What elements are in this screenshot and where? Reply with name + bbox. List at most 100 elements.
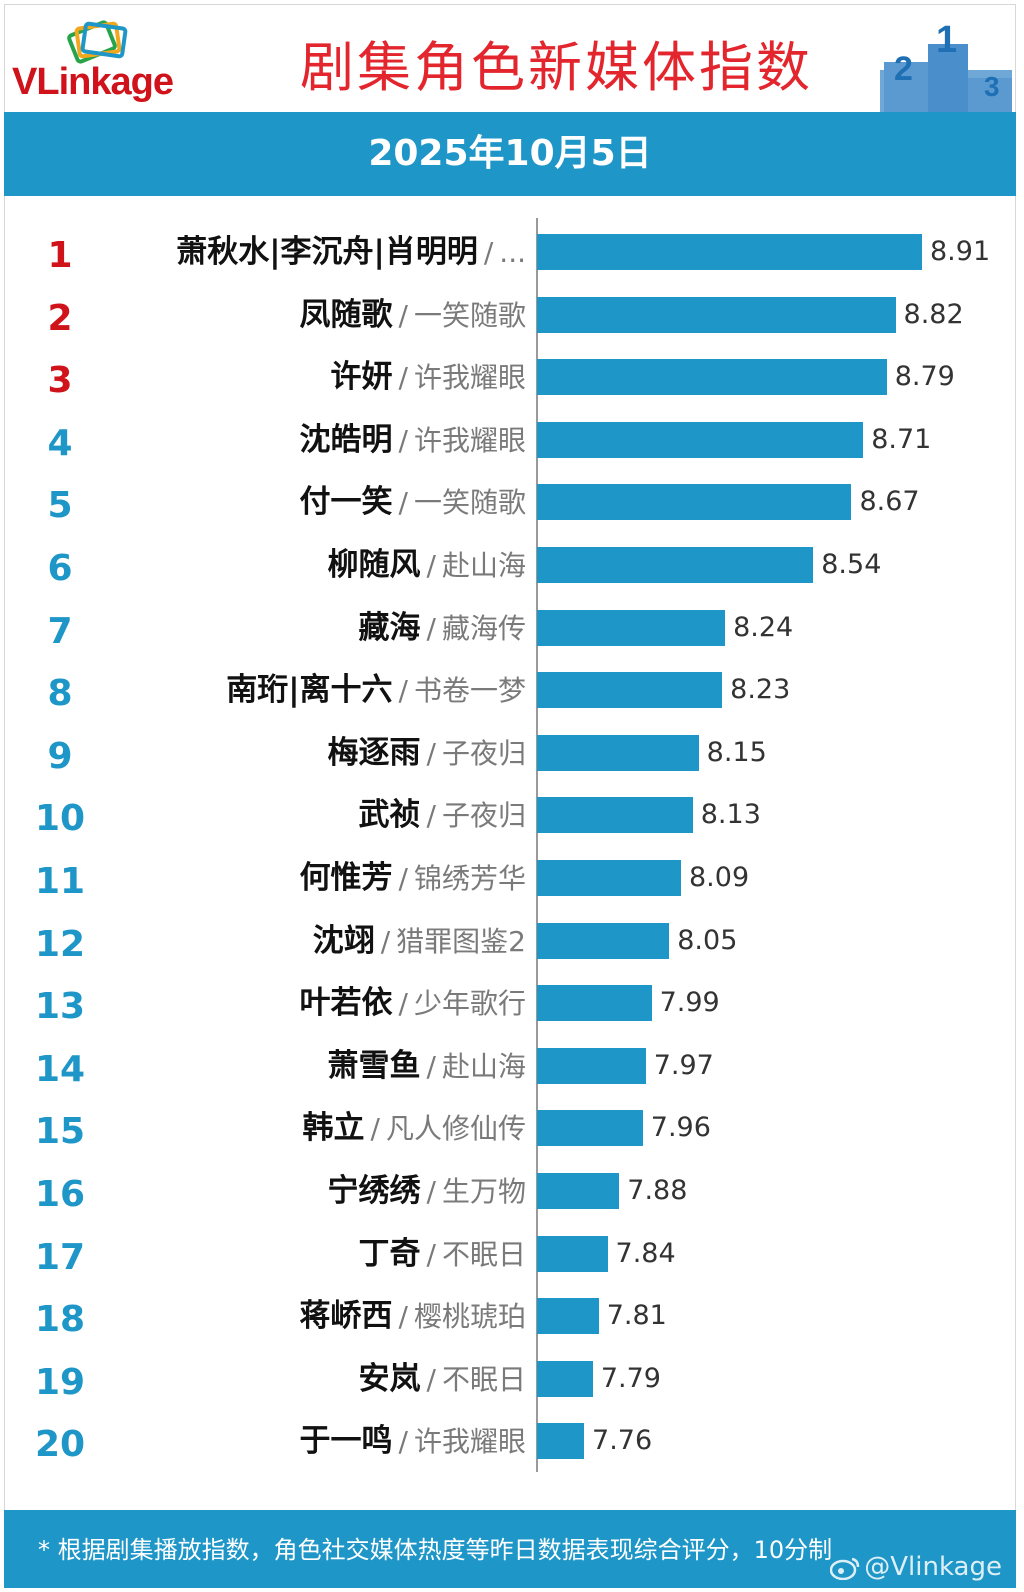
show-title: 一笑随歌 <box>413 486 526 520</box>
show-title: 书卷一梦 <box>413 674 526 708</box>
bar <box>537 609 726 646</box>
logo-cards-icon <box>67 20 128 64</box>
rank-number: 15 <box>34 1111 86 1153</box>
value-label: 8.79 <box>894 361 955 393</box>
character-name: 柳随风 <box>327 547 421 583</box>
logo-text: VLinkage <box>12 61 174 103</box>
character-name: 蒋峤西 <box>299 1298 393 1335</box>
value-label: 7.79 <box>600 1362 661 1394</box>
rank-number: 18 <box>34 1299 86 1341</box>
category-label: 蒋峤西 / 樱桃琥珀 <box>300 1286 526 1351</box>
bar <box>537 234 922 270</box>
category-label: 丁奇 / 不眠日 <box>359 1224 526 1289</box>
category-label: 萧雪鱼 / 赴山海 <box>328 1036 526 1101</box>
chart-row: 3 许妍 / 许我耀眼 8.79 <box>0 347 1024 407</box>
label-separator: / <box>380 924 391 958</box>
label-separator: / <box>398 674 408 708</box>
show-title: 不眠日 <box>441 1362 526 1396</box>
category-label: 藏海 / 藏海传 <box>359 598 526 663</box>
rank-number: 5 <box>47 485 73 527</box>
label-separator: / <box>426 1049 436 1083</box>
value-label: 7.97 <box>653 1049 714 1081</box>
character-name: 付一笑 <box>299 484 393 521</box>
label-separator: / <box>426 736 436 770</box>
label-separator: / <box>398 423 408 457</box>
rank-number: 20 <box>34 1424 86 1466</box>
chart-row: 2 凤随歌 / 一笑随歌 8.82 <box>0 285 1024 345</box>
chart-row: 17 丁奇 / 不眠日 7.84 <box>0 1224 1024 1284</box>
category-label: 安岚 / 不眠日 <box>359 1349 526 1414</box>
value-label: 7.99 <box>659 987 720 1019</box>
weibo-watermark: @Vlinkage <box>830 1552 1002 1582</box>
bar <box>537 1235 608 1272</box>
value-label: 7.88 <box>627 1175 688 1206</box>
rank-number: 10 <box>34 798 86 840</box>
label-separator: / <box>398 486 408 520</box>
show-title: 少年歌行 <box>413 987 526 1021</box>
chart-axis-line <box>536 218 538 1472</box>
chart-row: 11 何惟芳 / 锦绣芳华 8.09 <box>0 848 1024 908</box>
chart-row: 20 于一鸣 / 许我耀眼 7.76 <box>0 1411 1024 1471</box>
show-title: 藏海传 <box>441 611 526 645</box>
show-title: 一笑随歌 <box>413 298 526 332</box>
bar <box>537 860 681 896</box>
label-separator: / <box>398 298 408 332</box>
bar <box>537 1360 593 1397</box>
bar <box>537 359 887 396</box>
bar <box>537 1423 585 1460</box>
character-name: 武祯 <box>358 797 421 834</box>
svg-text:2: 2 <box>894 50 913 88</box>
label-separator: / <box>426 549 436 582</box>
character-name: 萧秋水|李沉舟|肖明明 <box>176 234 478 270</box>
rank-number: 1 <box>47 235 73 276</box>
character-name: 宁绣绣 <box>327 1173 421 1209</box>
label-separator: / <box>426 1362 436 1396</box>
label-separator: / <box>398 1425 408 1459</box>
character-name: 沈皓明 <box>299 421 393 458</box>
bar <box>537 1047 646 1084</box>
character-name: 沈翊 <box>312 922 375 959</box>
value-label: 7.76 <box>592 1425 653 1457</box>
bar <box>537 922 670 959</box>
category-label: 韩立 / 凡人修仙传 <box>303 1098 526 1163</box>
value-label: 8.24 <box>733 611 794 643</box>
rank-number: 8 <box>47 673 73 715</box>
character-name: 安岚 <box>358 1360 421 1397</box>
chart-row: 16 宁绣绣 / 生万物 7.88 <box>0 1161 1024 1221</box>
value-label: 8.91 <box>930 236 991 267</box>
rank-number: 11 <box>34 861 86 902</box>
bar <box>537 1110 643 1147</box>
page-title: 剧集角色新媒体指数 <box>300 36 813 99</box>
rank-number: 2 <box>47 297 73 339</box>
rank-number: 7 <box>47 610 73 652</box>
label-separator: / <box>426 1237 436 1271</box>
chart-row: 9 梅逐雨 / 子夜归 8.15 <box>0 723 1024 783</box>
category-label: 许妍 / 许我耀眼 <box>331 347 526 412</box>
bar <box>537 296 896 333</box>
show-title: 赴山海 <box>441 549 526 582</box>
category-label: 武祯 / 子夜归 <box>359 785 526 850</box>
show-title: 子夜归 <box>441 736 526 770</box>
value-label: 8.15 <box>706 736 767 768</box>
rank-number: 19 <box>34 1361 86 1403</box>
character-name: 于一鸣 <box>299 1423 393 1460</box>
show-title: 许我耀眼 <box>413 1425 526 1459</box>
show-title: 许我耀眼 <box>413 423 526 457</box>
label-separator: / <box>426 799 436 833</box>
character-name: 叶若依 <box>299 985 393 1022</box>
rank-number: 9 <box>47 735 73 777</box>
weibo-icon <box>830 1557 860 1580</box>
value-label: 8.05 <box>677 924 738 956</box>
bar <box>537 672 723 709</box>
category-label: 叶若依 / 少年歌行 <box>300 973 526 1038</box>
chart-row: 19 安岚 / 不眠日 7.79 <box>0 1349 1024 1409</box>
category-label: 南珩|离十六 / 书卷一梦 <box>226 660 526 725</box>
label-separator: / <box>426 1175 436 1208</box>
character-name: 何惟芳 <box>299 860 393 896</box>
chart-row: 5 付一笑 / 一笑随歌 8.67 <box>0 472 1024 532</box>
rank-number: 6 <box>47 548 73 589</box>
show-title: 樱桃琥珀 <box>413 1300 526 1334</box>
category-label: 柳随风 / 赴山海 <box>328 535 526 600</box>
value-label: 8.67 <box>859 486 920 518</box>
show-title: 生万物 <box>441 1175 526 1208</box>
